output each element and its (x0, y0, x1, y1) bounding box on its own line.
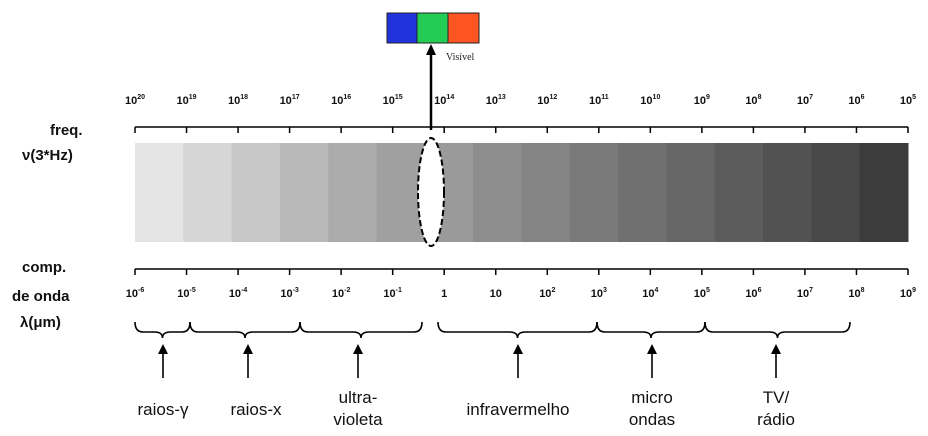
freq-tick-label: 1012 (537, 94, 557, 107)
wavelength-tick-label: 10-2 (332, 287, 351, 300)
band-arrow-head (158, 344, 168, 354)
freq-tick-label: 1014 (434, 94, 454, 107)
spectrum-segment (618, 143, 667, 242)
wavelength-label-line1: comp. (22, 259, 66, 276)
band-arrows (158, 344, 781, 378)
band-arrow-head (647, 344, 657, 354)
freq-tick-label: 1011 (589, 94, 609, 107)
wavelength-tick-label: 10 (490, 288, 502, 300)
band-label: raios-x (230, 400, 282, 419)
band-label: TV/ (763, 388, 790, 407)
wavelength-tick-label: 10-3 (280, 287, 299, 300)
band-brace (596, 321, 706, 339)
freq-tick-label: 1013 (486, 94, 506, 107)
wavelength-tick-label: 10-1 (383, 287, 402, 300)
spectrum-segment (183, 143, 233, 242)
band-arrow-head (353, 344, 363, 354)
spectrum-segment (859, 143, 909, 242)
wavelength-label-line2: de onda (12, 288, 70, 305)
visible-arrow-head (426, 44, 436, 55)
freq-tick-label: 1017 (280, 94, 300, 107)
freq-tick-label: 106 (848, 94, 864, 107)
freq-label-line1: freq. (50, 122, 83, 139)
band-label: micro (631, 388, 673, 407)
freq-tick-label: 107 (797, 94, 813, 107)
spectrum-segment (666, 143, 716, 242)
visible-label: Visível (446, 52, 475, 63)
freq-tick-label: 1016 (331, 94, 351, 107)
band-label: ultra- (339, 388, 378, 407)
freq-tick-label: 1010 (640, 94, 660, 107)
wavelength-tick-label: 1 (441, 288, 447, 300)
visible-swatch (386, 12, 480, 44)
freq-tick-label: 1018 (228, 94, 248, 107)
freq-tick-label: 109 (694, 94, 710, 107)
wavelength-tick-label: 108 (848, 287, 864, 300)
wavelength-ticks: 10-6 10-5 10-4 10-3 10-2 10-1 1 10 102 103 104 105 1… (126, 269, 916, 300)
spectrum-segment (376, 143, 426, 242)
band-brace (704, 321, 851, 339)
spectrum-segment (714, 143, 764, 242)
spectrum-segment (279, 143, 329, 242)
spectrum-segment (231, 143, 281, 242)
spectrum-segment (328, 143, 378, 242)
freq-tick-label: 1019 (177, 94, 197, 107)
band-brace (134, 321, 191, 339)
wavelength-tick-label: 107 (797, 287, 813, 300)
wavelength-label-line3: λ(μm) (20, 314, 61, 331)
band-label: violeta (333, 410, 383, 429)
wavelength-tick-label: 103 (591, 287, 607, 300)
band-arrow-head (243, 344, 253, 354)
wavelength-tick-label: 10-5 (177, 287, 196, 300)
wavelength-tick-label: 105 (694, 287, 710, 300)
band-label: infravermelho (467, 400, 570, 419)
band-arrow-head (771, 344, 781, 354)
band-label: rádio (757, 410, 795, 429)
freq-tick-label: 1015 (383, 94, 403, 107)
freq-ticks: 1020 1019 1018 1017 1016 1015 1014 1013 1012 1011… (125, 94, 916, 133)
band-brace (437, 321, 598, 339)
band-labels: raios-γ raios-x ultra-violeta infravermelho… (137, 388, 794, 429)
spectrum-bar (135, 143, 909, 242)
band-label: raios-γ (137, 400, 189, 419)
band-arrow-head (513, 344, 523, 354)
wavelength-tick-label: 109 (900, 287, 916, 300)
wavelength-tick-label: 102 (539, 287, 555, 300)
spectrum-segment (569, 143, 619, 242)
wavelength-tick-label: 10-6 (126, 287, 145, 300)
spectrum-segment (763, 143, 812, 242)
spectrum-segment (811, 143, 861, 242)
visible-window (417, 137, 445, 247)
band-label: ondas (629, 410, 675, 429)
freq-tick-label: 108 (745, 94, 761, 107)
freq-tick-label: 1020 (125, 94, 145, 107)
spectrum-segment (473, 143, 522, 242)
wavelength-tick-label: 104 (642, 287, 658, 300)
visible-blue-swatch (386, 12, 418, 44)
wavelength-tick-label: 106 (745, 287, 761, 300)
visible-green-swatch (416, 12, 449, 44)
spectrum-segment (521, 143, 571, 242)
band-braces (134, 321, 851, 339)
band-brace (299, 321, 423, 339)
visible-red-swatch (447, 12, 480, 44)
freq-label-line2: ν(3*Hz) (22, 147, 73, 164)
band-brace (189, 321, 301, 339)
wavelength-tick-label: 10-4 (229, 287, 248, 300)
spectrum-segment (135, 143, 184, 242)
freq-tick-label: 105 (900, 94, 916, 107)
